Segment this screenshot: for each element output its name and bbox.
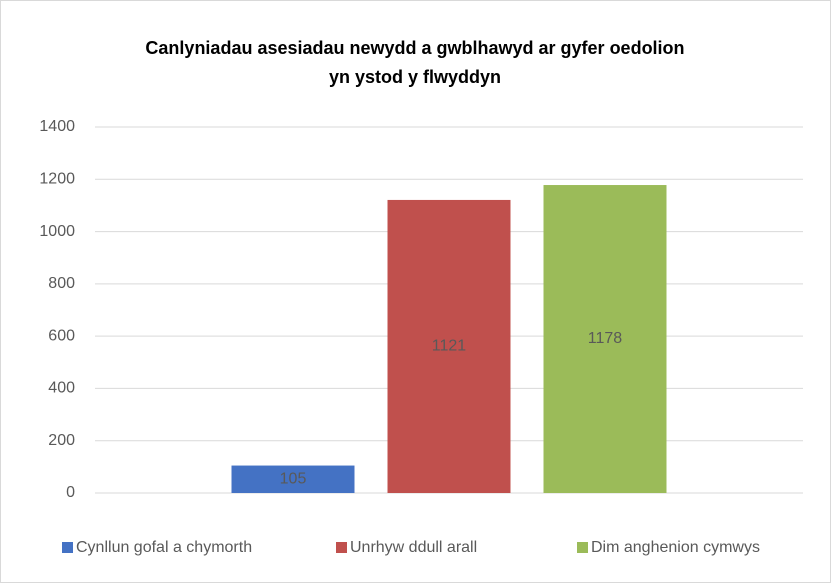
data-label: 1121: [432, 338, 467, 355]
y-tick-label: 400: [48, 380, 75, 397]
y-tick-label: 1200: [39, 171, 75, 188]
y-tick-label: 1400: [39, 118, 75, 135]
bar: [387, 199, 511, 493]
legend-label: Cynllun gofal a chymorth: [76, 539, 252, 556]
bar: [231, 465, 355, 493]
data-label: 105: [280, 470, 307, 487]
bar: [543, 185, 667, 493]
y-tick-label: 800: [48, 275, 75, 292]
y-tick-label: 0: [66, 484, 75, 501]
y-tick-label: 600: [48, 327, 75, 344]
data-label: 1178: [588, 330, 623, 347]
legend-swatch: [336, 542, 347, 553]
legend-label: Dim anghenion cymwys: [591, 539, 760, 556]
y-tick-label: 1000: [39, 223, 75, 240]
legend-swatch: [62, 542, 73, 553]
y-tick-label: 200: [48, 432, 75, 449]
legend-label: Unrhyw ddull arall: [350, 539, 477, 556]
legend-swatch: [577, 542, 588, 553]
chart-title: Canlyniadau asesiadau newydd a gwblhawyd…: [145, 38, 685, 87]
